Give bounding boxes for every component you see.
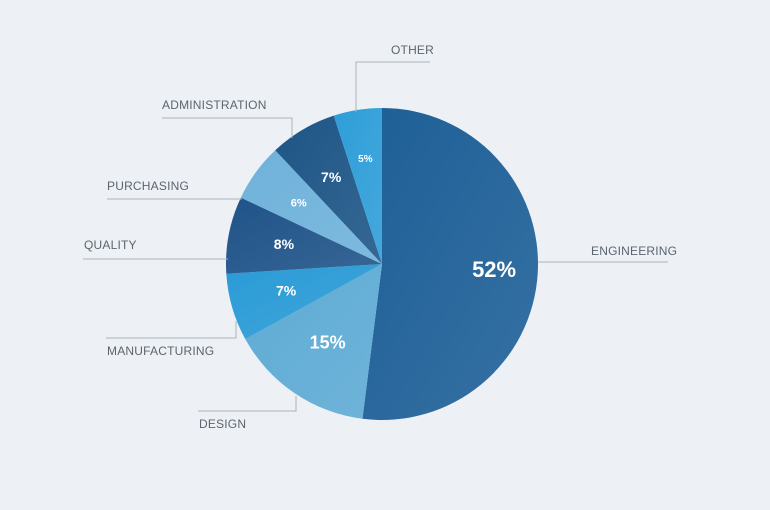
slice-design (245, 264, 382, 419)
slice-quality (226, 197, 382, 274)
pct-label-purchasing: 6% (291, 197, 307, 209)
slice-administration (275, 115, 382, 264)
category-label-other: OTHER (391, 43, 434, 57)
leader-line-administration (162, 117, 293, 138)
percentage-labels: 52% 15% 7% 8% 6% 7% 5% (274, 154, 516, 353)
pct-label-quality: 8% (274, 236, 295, 252)
slice-manufacturing (226, 264, 382, 340)
pct-label-other: 5% (358, 154, 373, 165)
leader-line-design (198, 396, 297, 412)
pct-label-manufacturing: 7% (276, 283, 297, 299)
leader-line-other (355, 61, 430, 112)
category-label-administration: ADMINISTRATION (162, 98, 267, 112)
pie-slices (226, 108, 538, 420)
leader-line-manufacturing (106, 321, 237, 339)
category-label-purchasing: PURCHASING (107, 179, 189, 193)
category-labels: ENGINEERING DESIGN MANUFACTURING QUALITY PUR… (84, 43, 677, 431)
leader-lines (83, 61, 668, 412)
pct-label-administration: 7% (321, 169, 342, 185)
category-label-quality: QUALITY (84, 238, 137, 252)
category-label-engineering: ENGINEERING (591, 244, 677, 258)
slice-purchasing (240, 150, 382, 264)
pct-label-design: 15% (310, 333, 346, 353)
category-label-manufacturing: MANUFACTURING (107, 344, 214, 358)
slice-other (333, 108, 382, 264)
slice-engineering (362, 108, 538, 420)
category-label-design: DESIGN (199, 417, 246, 431)
pct-label-engineering: 52% (472, 257, 516, 282)
